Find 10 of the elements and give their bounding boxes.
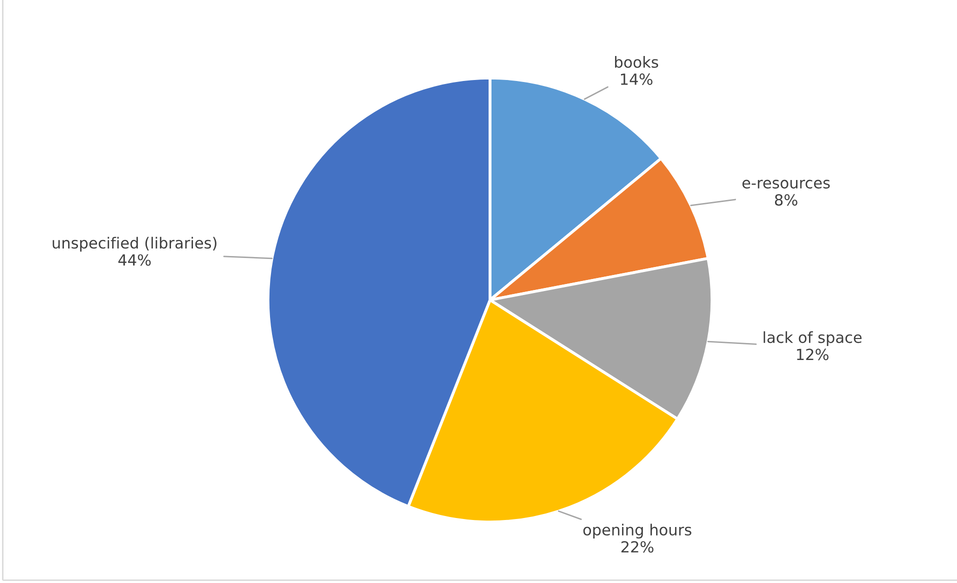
- data-label: 14%: [620, 73, 652, 85]
- data-label: 8%: [774, 194, 798, 206]
- data-label: 22%: [621, 541, 654, 553]
- slice-label: lack of space: [764, 331, 862, 346]
- data-label: 12%: [797, 348, 828, 360]
- slice-label: e-resources: [742, 180, 830, 189]
- slice-label: books: [615, 56, 658, 68]
- slice-label: unspecified (libraries): [52, 236, 216, 252]
- data-label: 44%: [118, 254, 151, 266]
- slice-label: opening hours: [583, 524, 692, 539]
